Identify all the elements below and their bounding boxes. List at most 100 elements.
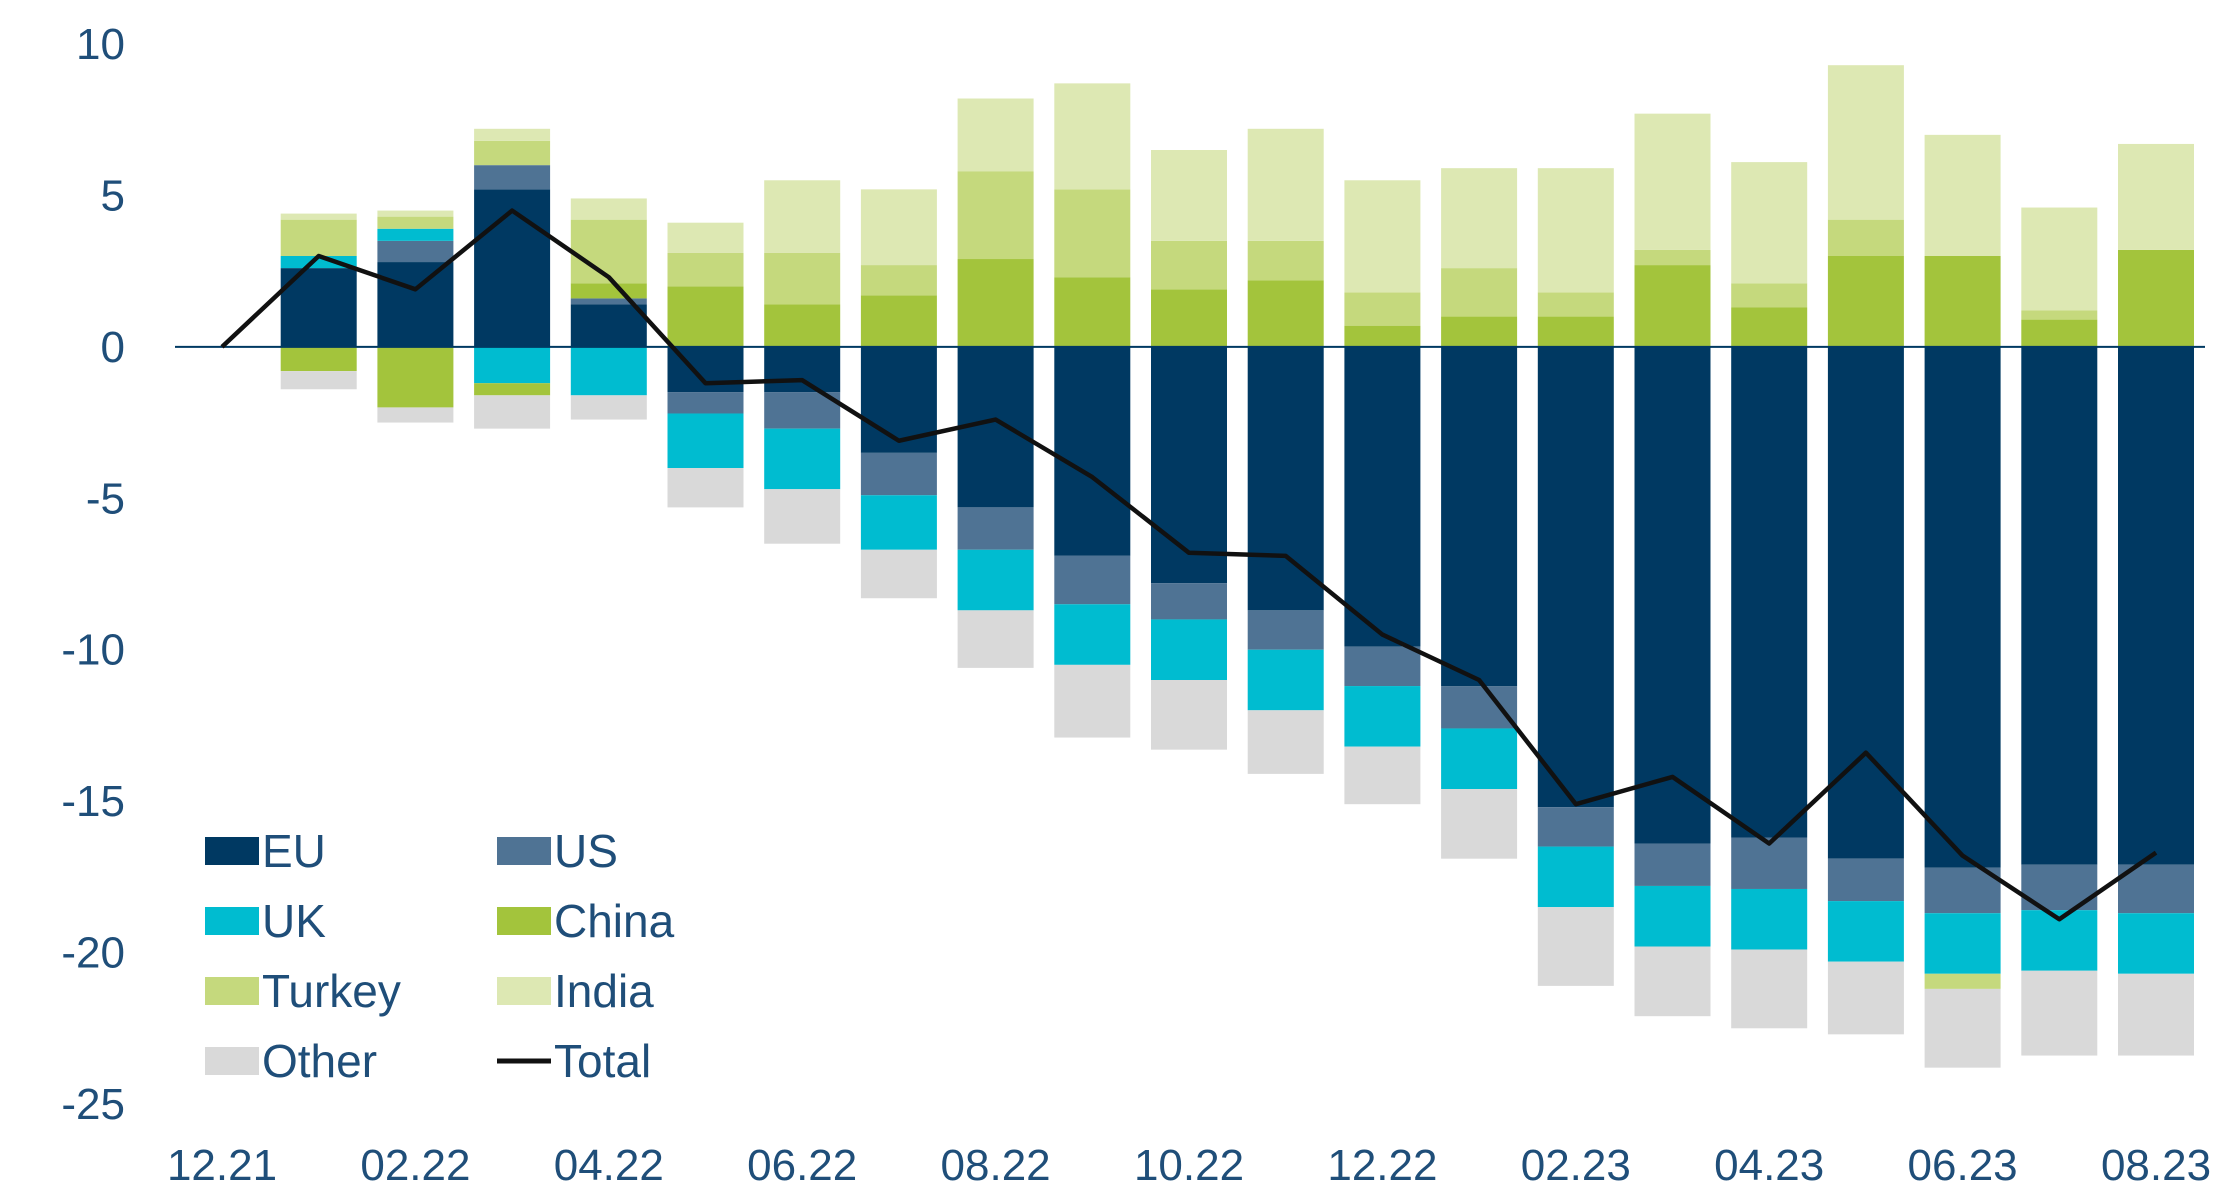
x-tick-label: 02.22 <box>360 1141 470 1190</box>
bar-segment-uk <box>1054 604 1131 665</box>
legend-label-uk: UK <box>262 895 326 947</box>
bar-segment-china <box>1151 289 1227 347</box>
bar-segment-other <box>1827 961 1904 1035</box>
bar-segment-uk <box>280 256 357 269</box>
x-tick-label: 12.22 <box>1327 1141 1437 1190</box>
bar-segment-china <box>1537 316 1614 347</box>
bar-segment-eu <box>1247 346 1324 611</box>
bar-segment-us <box>860 452 937 496</box>
bar-segment-turkey <box>860 265 937 296</box>
y-tick-label: -20 <box>61 929 125 978</box>
bar-segment-india <box>1731 162 1808 284</box>
bar-segment-eu <box>2118 346 2194 865</box>
bar-segment-eu <box>1827 346 1904 859</box>
legend-swatch-china <box>497 907 551 935</box>
bar-segment-us <box>474 165 551 190</box>
bar-segment-uk <box>1731 888 1808 950</box>
bar-segment-india <box>377 210 454 217</box>
y-tick-label: 5 <box>101 171 125 220</box>
bar-segment-eu <box>1151 346 1227 584</box>
legend-swatch-us <box>497 837 551 865</box>
bar-segment-turkey <box>957 171 1034 260</box>
x-tick-label: 04.22 <box>554 1141 664 1190</box>
bar-segment-india <box>667 222 744 253</box>
y-tick-label: -15 <box>61 777 125 826</box>
total-line-group <box>220 208 2158 922</box>
y-tick-label: 0 <box>101 323 125 372</box>
legend-label-turkey: Turkey <box>262 965 401 1017</box>
bar-segment-india <box>1151 150 1227 241</box>
bar-segment-india <box>1441 168 1518 269</box>
bar-segment-india <box>860 189 937 266</box>
bar-segment-us <box>570 298 647 305</box>
bar-segment-eu <box>1344 346 1421 647</box>
bar-segment-eu <box>1054 346 1131 556</box>
bar-segment-turkey <box>667 252 744 287</box>
bar-segment-china <box>667 286 744 347</box>
x-tick-label: 06.23 <box>1908 1141 2018 1190</box>
bar-segment-us <box>1054 555 1131 605</box>
bar-segment-uk <box>764 428 841 490</box>
bar-segment-us <box>1441 686 1518 729</box>
total-line <box>220 208 2158 922</box>
x-axis-tick-labels: 12.21 02.22 04.22 06.22 08.22 10.22 12.22 02.23… <box>167 1141 2211 1190</box>
legend-swatch-turkey <box>205 977 259 1005</box>
x-tick-label: 02.23 <box>1521 1141 1631 1190</box>
bar-segment-china <box>957 259 1034 347</box>
bar-segment-eu <box>1731 346 1808 838</box>
bar-segment-us <box>1537 807 1614 847</box>
bar-segment-us <box>667 392 744 414</box>
bar-segment-china <box>2021 319 2098 347</box>
bar-segment-india <box>1344 180 1421 293</box>
bar-segment-other <box>1344 746 1421 805</box>
bar-segment-other <box>1731 949 1808 1029</box>
bar-segment-other <box>474 395 551 429</box>
x-tick-label: 08.23 <box>2101 1141 2211 1190</box>
bar-segment-india <box>1634 113 1711 250</box>
bar-segment-eu <box>474 189 551 347</box>
bar-segment-eu <box>570 304 647 347</box>
bar-segment-india <box>2021 207 2098 311</box>
bar-segment-india <box>1054 83 1131 190</box>
bar-segment-china <box>1827 256 1904 347</box>
bar-segment-turkey <box>1441 268 1518 317</box>
legend-label-other: Other <box>262 1035 377 1087</box>
bar-segment-uk <box>570 346 647 396</box>
bar-segment-us <box>1731 837 1808 889</box>
y-tick-label: 10 <box>76 20 125 69</box>
bar-segment-uk <box>2118 913 2194 974</box>
bar-segment-india <box>1537 168 1614 293</box>
bar-segment-us <box>1247 610 1324 650</box>
bar-segment-china <box>1054 277 1131 347</box>
bar-segment-other <box>764 489 841 544</box>
bar-segment-china <box>764 304 841 347</box>
legend-swatch-uk <box>205 907 259 935</box>
bar-segment-india <box>1827 65 1904 220</box>
bar-segment-other <box>1537 907 1614 986</box>
bar-segment-uk <box>667 413 744 468</box>
bar-segment-uk <box>860 495 937 550</box>
bar-segment-uk <box>474 346 551 384</box>
bar-segment-other <box>2021 970 2098 1056</box>
y-tick-label: -25 <box>61 1080 125 1129</box>
bar-segment-china <box>1731 307 1808 347</box>
bar-segment-other <box>1924 988 2001 1068</box>
bar-segment-uk <box>377 228 454 241</box>
bar-segment-us <box>1924 867 2001 914</box>
bar-segment-eu <box>1441 346 1518 687</box>
bar-segment-china <box>377 346 454 408</box>
bar-segment-turkey <box>1827 219 1904 256</box>
bar-segment-us <box>1634 843 1711 886</box>
bar-segment-other <box>377 407 454 423</box>
bar-segment-turkey <box>474 140 551 166</box>
bar-segment-turkey <box>1344 292 1421 326</box>
bar-segment-turkey <box>764 252 841 305</box>
bar-segment-china <box>1344 325 1421 347</box>
bar-segment-eu <box>1537 346 1614 808</box>
bar-segment-us <box>1827 858 1904 902</box>
bar-segment-us <box>1344 646 1421 687</box>
legend-label-total: Total <box>554 1035 651 1087</box>
bar-segment-other <box>280 371 357 390</box>
